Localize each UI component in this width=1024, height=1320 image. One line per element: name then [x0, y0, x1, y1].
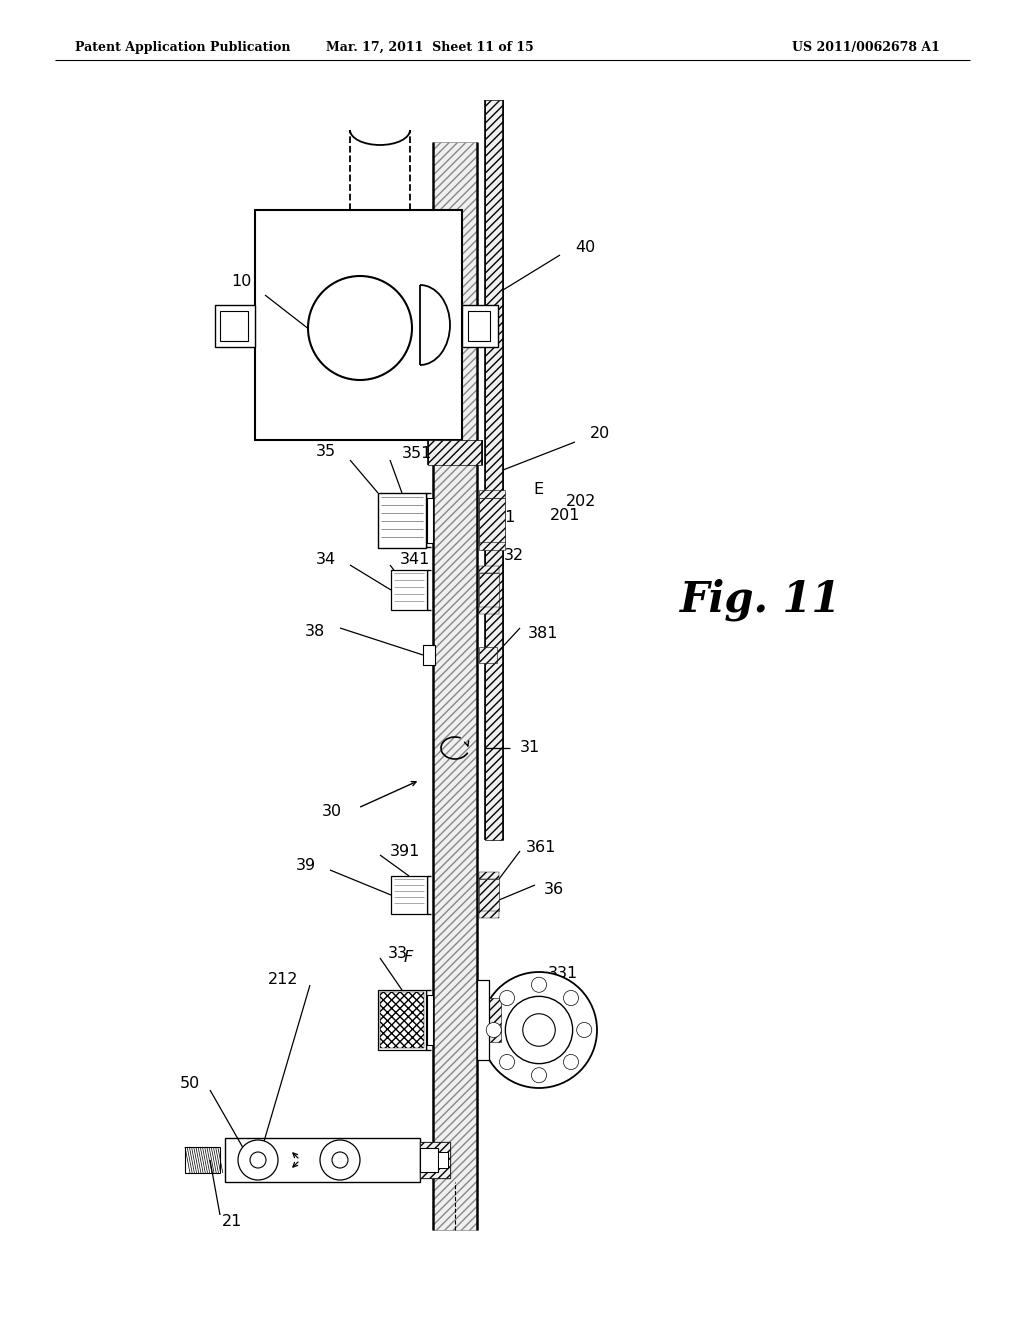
- Bar: [479, 879, 499, 911]
- Text: 212: 212: [267, 973, 298, 987]
- Circle shape: [481, 972, 597, 1088]
- Text: 32: 32: [504, 548, 524, 562]
- Bar: [479, 543, 505, 550]
- Text: 20: 20: [590, 426, 610, 441]
- Text: 40: 40: [575, 240, 595, 256]
- Text: 31: 31: [520, 741, 541, 755]
- Text: Fig. 11: Fig. 11: [680, 578, 842, 622]
- Text: 21: 21: [222, 1214, 243, 1229]
- Circle shape: [250, 1152, 266, 1168]
- Bar: [391, 876, 427, 913]
- Text: 331: 331: [548, 966, 579, 982]
- Bar: [477, 979, 489, 1060]
- Bar: [380, 993, 424, 1048]
- Bar: [427, 498, 433, 543]
- Text: 341: 341: [400, 553, 430, 568]
- Bar: [462, 305, 498, 347]
- Circle shape: [523, 1014, 555, 1047]
- Bar: [220, 312, 248, 341]
- Circle shape: [308, 276, 412, 380]
- Circle shape: [332, 1152, 348, 1168]
- Text: Patent Application Publication: Patent Application Publication: [75, 41, 291, 54]
- Bar: [378, 492, 426, 548]
- Text: 391: 391: [390, 843, 421, 858]
- Circle shape: [531, 1068, 547, 1082]
- Text: 201: 201: [550, 508, 581, 524]
- Bar: [479, 498, 505, 543]
- Text: 381: 381: [528, 626, 558, 640]
- Bar: [428, 440, 482, 465]
- Bar: [420, 1142, 450, 1177]
- Text: 50: 50: [180, 1076, 200, 1090]
- Circle shape: [238, 1140, 278, 1180]
- Circle shape: [319, 1140, 360, 1180]
- Bar: [479, 490, 505, 498]
- Bar: [479, 647, 497, 663]
- Bar: [438, 1152, 449, 1168]
- Bar: [479, 998, 481, 1041]
- Circle shape: [577, 1023, 592, 1038]
- Bar: [479, 998, 501, 1041]
- Bar: [433, 143, 477, 1230]
- Bar: [420, 1148, 438, 1172]
- Text: 361: 361: [526, 840, 556, 854]
- Text: 39: 39: [296, 858, 316, 874]
- Bar: [423, 645, 435, 665]
- Bar: [391, 570, 427, 610]
- Bar: [479, 573, 499, 607]
- Bar: [225, 1138, 420, 1181]
- Text: 10: 10: [231, 275, 252, 289]
- Bar: [479, 607, 499, 614]
- Bar: [485, 100, 503, 840]
- Bar: [255, 210, 462, 440]
- Circle shape: [486, 1023, 502, 1038]
- Circle shape: [563, 1055, 579, 1069]
- Bar: [468, 312, 490, 341]
- Text: Mar. 17, 2011  Sheet 11 of 15: Mar. 17, 2011 Sheet 11 of 15: [326, 41, 534, 54]
- Circle shape: [500, 990, 514, 1006]
- Bar: [378, 990, 426, 1049]
- Bar: [479, 911, 499, 917]
- Text: 321: 321: [485, 510, 516, 524]
- Text: 35: 35: [315, 445, 336, 459]
- Text: E: E: [532, 483, 543, 498]
- Bar: [185, 1147, 220, 1173]
- Bar: [420, 1142, 450, 1177]
- Bar: [479, 873, 499, 879]
- Circle shape: [563, 990, 579, 1006]
- Bar: [479, 566, 499, 573]
- Text: 30: 30: [322, 804, 342, 820]
- Bar: [215, 305, 255, 347]
- Text: 351: 351: [402, 446, 432, 461]
- Text: US 2011/0062678 A1: US 2011/0062678 A1: [793, 41, 940, 54]
- Text: F: F: [403, 950, 413, 965]
- Text: 36: 36: [544, 883, 564, 898]
- Circle shape: [531, 977, 547, 993]
- Circle shape: [500, 1055, 514, 1069]
- Circle shape: [506, 997, 572, 1064]
- Text: 202: 202: [566, 495, 596, 510]
- Text: 33: 33: [388, 946, 408, 961]
- Bar: [427, 995, 433, 1045]
- Text: 38: 38: [305, 624, 325, 639]
- Text: 34: 34: [315, 553, 336, 568]
